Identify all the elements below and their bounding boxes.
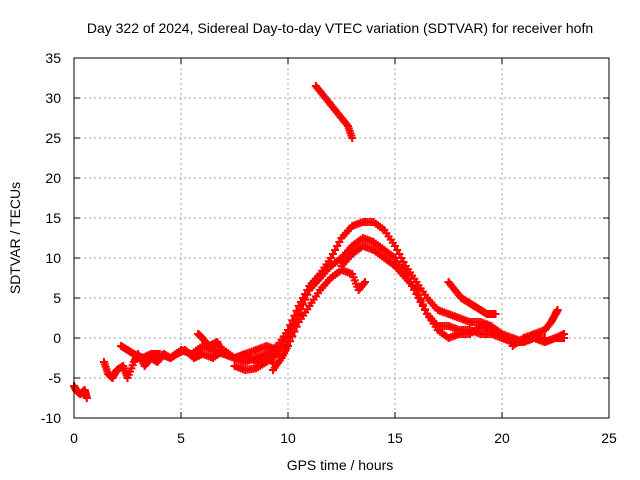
y-tick-label: 25 (45, 130, 61, 146)
series-arc-7 (337, 242, 549, 346)
x-axis-label: GPS time / hours (287, 457, 394, 473)
data-point (540, 334, 549, 342)
data-point (359, 279, 368, 288)
y-tick-label: 0 (53, 330, 61, 346)
series-arc-1 (70, 382, 91, 402)
data-point (560, 334, 569, 342)
x-tick-label: 15 (387, 430, 403, 446)
data-point (290, 327, 299, 336)
data-point (414, 290, 423, 299)
data-point (416, 295, 425, 304)
series-arc-6 (269, 266, 370, 374)
y-tick-label: 10 (45, 250, 61, 266)
y-tick-label: 30 (45, 90, 61, 106)
data-point (348, 134, 357, 142)
y-tick-label: 15 (45, 210, 61, 226)
y-tick-label: 35 (45, 50, 61, 66)
data-point (292, 322, 301, 331)
x-tick-label: 20 (494, 430, 510, 446)
y-tick-label: 20 (45, 170, 61, 186)
y-tick-label: 5 (53, 290, 61, 306)
data-point (420, 305, 429, 314)
x-tick-label: 10 (280, 430, 296, 446)
data-point (553, 306, 562, 314)
data-point (286, 337, 295, 346)
data-marks (70, 82, 569, 402)
x-tick-label: 5 (177, 430, 185, 446)
data-point (294, 310, 303, 318)
y-axis-label: SDTVAR / TECUs (7, 182, 23, 294)
y-tick-label: -10 (41, 410, 61, 426)
data-point (361, 278, 370, 286)
plot-frame (73, 57, 610, 419)
x-tick-label: 25 (601, 430, 617, 446)
data-point (412, 286, 421, 294)
chart-title: Day 322 of 2024, Sidereal Day-to-day VTE… (87, 20, 593, 36)
data-point (288, 332, 297, 341)
data-point (418, 300, 427, 309)
data-point (298, 300, 307, 309)
x-tick-label: 0 (70, 430, 78, 446)
data-point (284, 342, 292, 350)
data-point (301, 295, 310, 304)
series-arc-9 (508, 306, 562, 350)
series-arc-8 (444, 278, 500, 318)
data-point (491, 310, 500, 318)
data-point (303, 290, 312, 299)
data-point (82, 394, 91, 402)
axis-ticks: 0 5 10 15 20 25 -10 -5 0 5 10 15 20 25 30 35 (41, 50, 617, 446)
y-tick-label: -5 (49, 370, 62, 386)
series-arc-10 (311, 82, 357, 142)
